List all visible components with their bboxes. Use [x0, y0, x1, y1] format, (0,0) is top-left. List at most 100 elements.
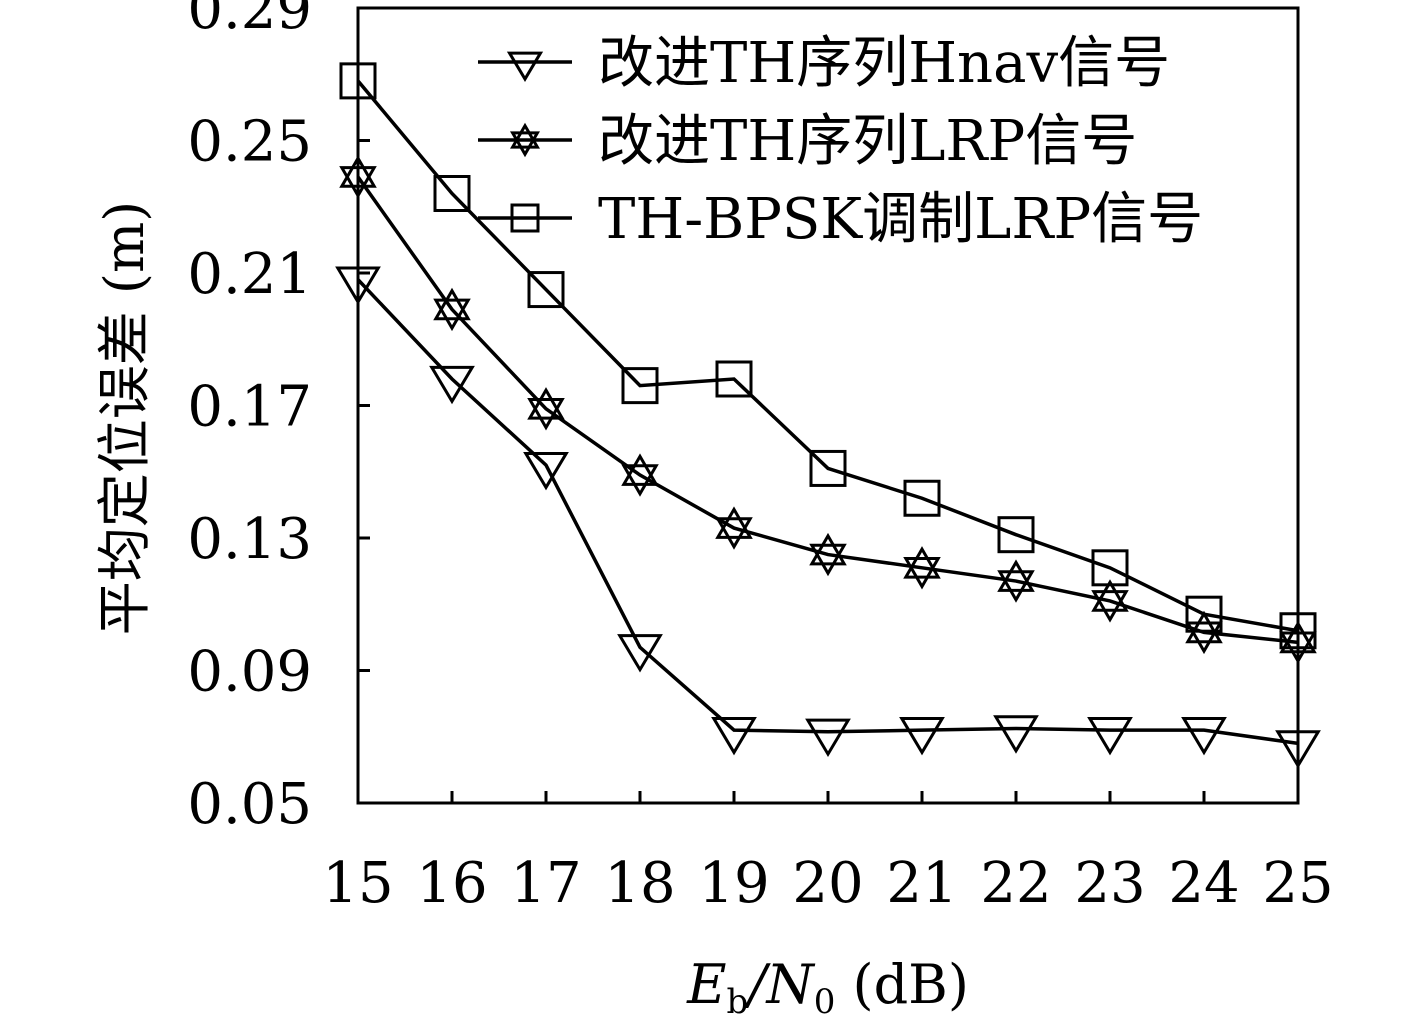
data-point-marker: [527, 271, 565, 309]
marker-triangle-down: [339, 166, 377, 199]
marker-triangle-down: [510, 131, 540, 158]
data-point-marker: [1091, 549, 1129, 587]
series-group: [335, 62, 1321, 769]
x-tick-label: 16: [416, 851, 487, 916]
marker-triangle-down: [1091, 590, 1129, 623]
data-point-marker: [1185, 610, 1223, 655]
y-tick-label: 0.29: [187, 0, 312, 42]
data-point-marker: [809, 449, 847, 487]
marker-triangle-up: [997, 559, 1035, 592]
x-tick-label: 25: [1262, 851, 1333, 916]
x-axis-title-sub1: b: [727, 982, 749, 1022]
x-tick-label: 15: [322, 851, 393, 916]
y-tick-label: 0.17: [187, 375, 312, 440]
data-point-marker: [1185, 595, 1223, 633]
marker-triangle-up: [1279, 620, 1317, 654]
x-axis-title-slash: /N: [743, 953, 815, 1016]
data-point-marker: [1091, 579, 1129, 623]
marker-triangle-down: [1185, 621, 1223, 655]
data-point-marker: [506, 51, 544, 82]
marker-triangle-down: [527, 397, 565, 431]
data-point-marker: [339, 62, 377, 100]
legend-label: 改进TH序列LRP信号: [598, 109, 1137, 174]
series-line: [356, 79, 1299, 633]
data-point-marker: [715, 360, 753, 398]
data-point-marker: [1275, 730, 1321, 769]
y-tick-label: 0.25: [187, 110, 312, 175]
marker-triangle-up: [903, 546, 941, 579]
data-point-marker: [510, 203, 540, 233]
data-point-marker: [715, 506, 753, 550]
y-tick-label: 0.09: [187, 640, 312, 705]
legend-label: 改进TH序列Hnav信号: [598, 31, 1170, 96]
marker-triangle-down: [715, 517, 753, 550]
data-point-marker: [523, 451, 569, 491]
data-point-marker: [1279, 612, 1317, 650]
x-axis-title-unit: (dB): [835, 953, 969, 1016]
marker-triangle-up: [339, 155, 377, 188]
x-tick-label: 20: [792, 851, 863, 916]
marker-triangle-down: [433, 298, 471, 332]
series-line: [356, 278, 1299, 746]
x-tick-label: 24: [1168, 851, 1239, 916]
data-point-marker: [1087, 716, 1133, 756]
data-point-marker: [429, 365, 475, 405]
legend-entry-2: 改进TH序列LRP信号: [478, 109, 1137, 174]
marker-triangle-up: [527, 387, 565, 420]
x-axis-title-sub2: 0: [814, 982, 836, 1022]
legend-entry-1: 改进TH序列Hnav信号: [478, 31, 1170, 96]
data-point-marker: [993, 715, 1039, 754]
x-axis-title-main: E: [686, 953, 726, 1016]
marker-triangle-down: [621, 464, 659, 497]
data-point-marker: [433, 175, 471, 212]
marker-triangle-down: [809, 543, 847, 577]
data-point-marker: [617, 634, 663, 673]
data-point-marker: [997, 516, 1035, 554]
y-axis-title: 平均定位误差 (m): [93, 201, 156, 636]
x-tick-label: 23: [1074, 851, 1145, 916]
data-point-marker: [711, 716, 757, 756]
x-axis: 15 16 17 18 19 20 21 22 23 24 25: [322, 791, 1334, 916]
data-point-marker: [903, 546, 941, 590]
data-point-marker: [809, 532, 847, 577]
series-line: [356, 175, 1299, 645]
y-tick-label: 0.05: [187, 772, 312, 837]
data-point-marker: [621, 453, 659, 497]
legend-label: TH-BPSK调制LRP信号: [598, 187, 1203, 252]
marker-triangle-up: [715, 506, 753, 539]
x-axis-title: Eb/N0 (dB): [686, 953, 969, 1022]
marker-triangle-up: [1091, 579, 1129, 612]
y-tick-label: 0.13: [187, 507, 312, 572]
marker-triangle-up: [621, 453, 659, 486]
legend-entry-3: TH-BPSK调制LRP信号: [478, 187, 1203, 252]
series-2: [339, 155, 1317, 665]
x-tick-label: 17: [510, 851, 581, 916]
x-tick-label: 21: [886, 851, 957, 916]
y-tick-label: 0.21: [187, 242, 312, 307]
marker-triangle-down: [997, 570, 1035, 603]
marker-triangle-up: [433, 287, 471, 321]
marker-triangle-up: [809, 532, 847, 566]
x-tick-label: 18: [604, 851, 675, 916]
marker-triangle-up: [510, 122, 540, 149]
data-point-marker: [339, 155, 377, 199]
series-1: [335, 266, 1321, 769]
data-point-marker: [903, 479, 941, 517]
x-tick-label: 19: [698, 851, 769, 916]
data-point-marker: [527, 387, 565, 431]
data-point-marker: [335, 266, 381, 305]
data-point-marker: [510, 122, 540, 158]
data-point-marker: [805, 718, 851, 758]
data-point-marker: [1181, 716, 1227, 756]
x-tick-label: 22: [980, 851, 1051, 916]
data-point-marker: [621, 367, 659, 405]
data-point-marker: [997, 559, 1035, 603]
data-point-marker: [433, 287, 471, 332]
marker-triangle-down: [903, 556, 941, 590]
y-axis: 0.05 0.09 0.13 0.17 0.21 0.25 0.29: [187, 0, 370, 837]
series-3: [339, 62, 1317, 650]
marker-triangle-up: [1185, 610, 1223, 644]
data-point-marker: [899, 716, 945, 756]
